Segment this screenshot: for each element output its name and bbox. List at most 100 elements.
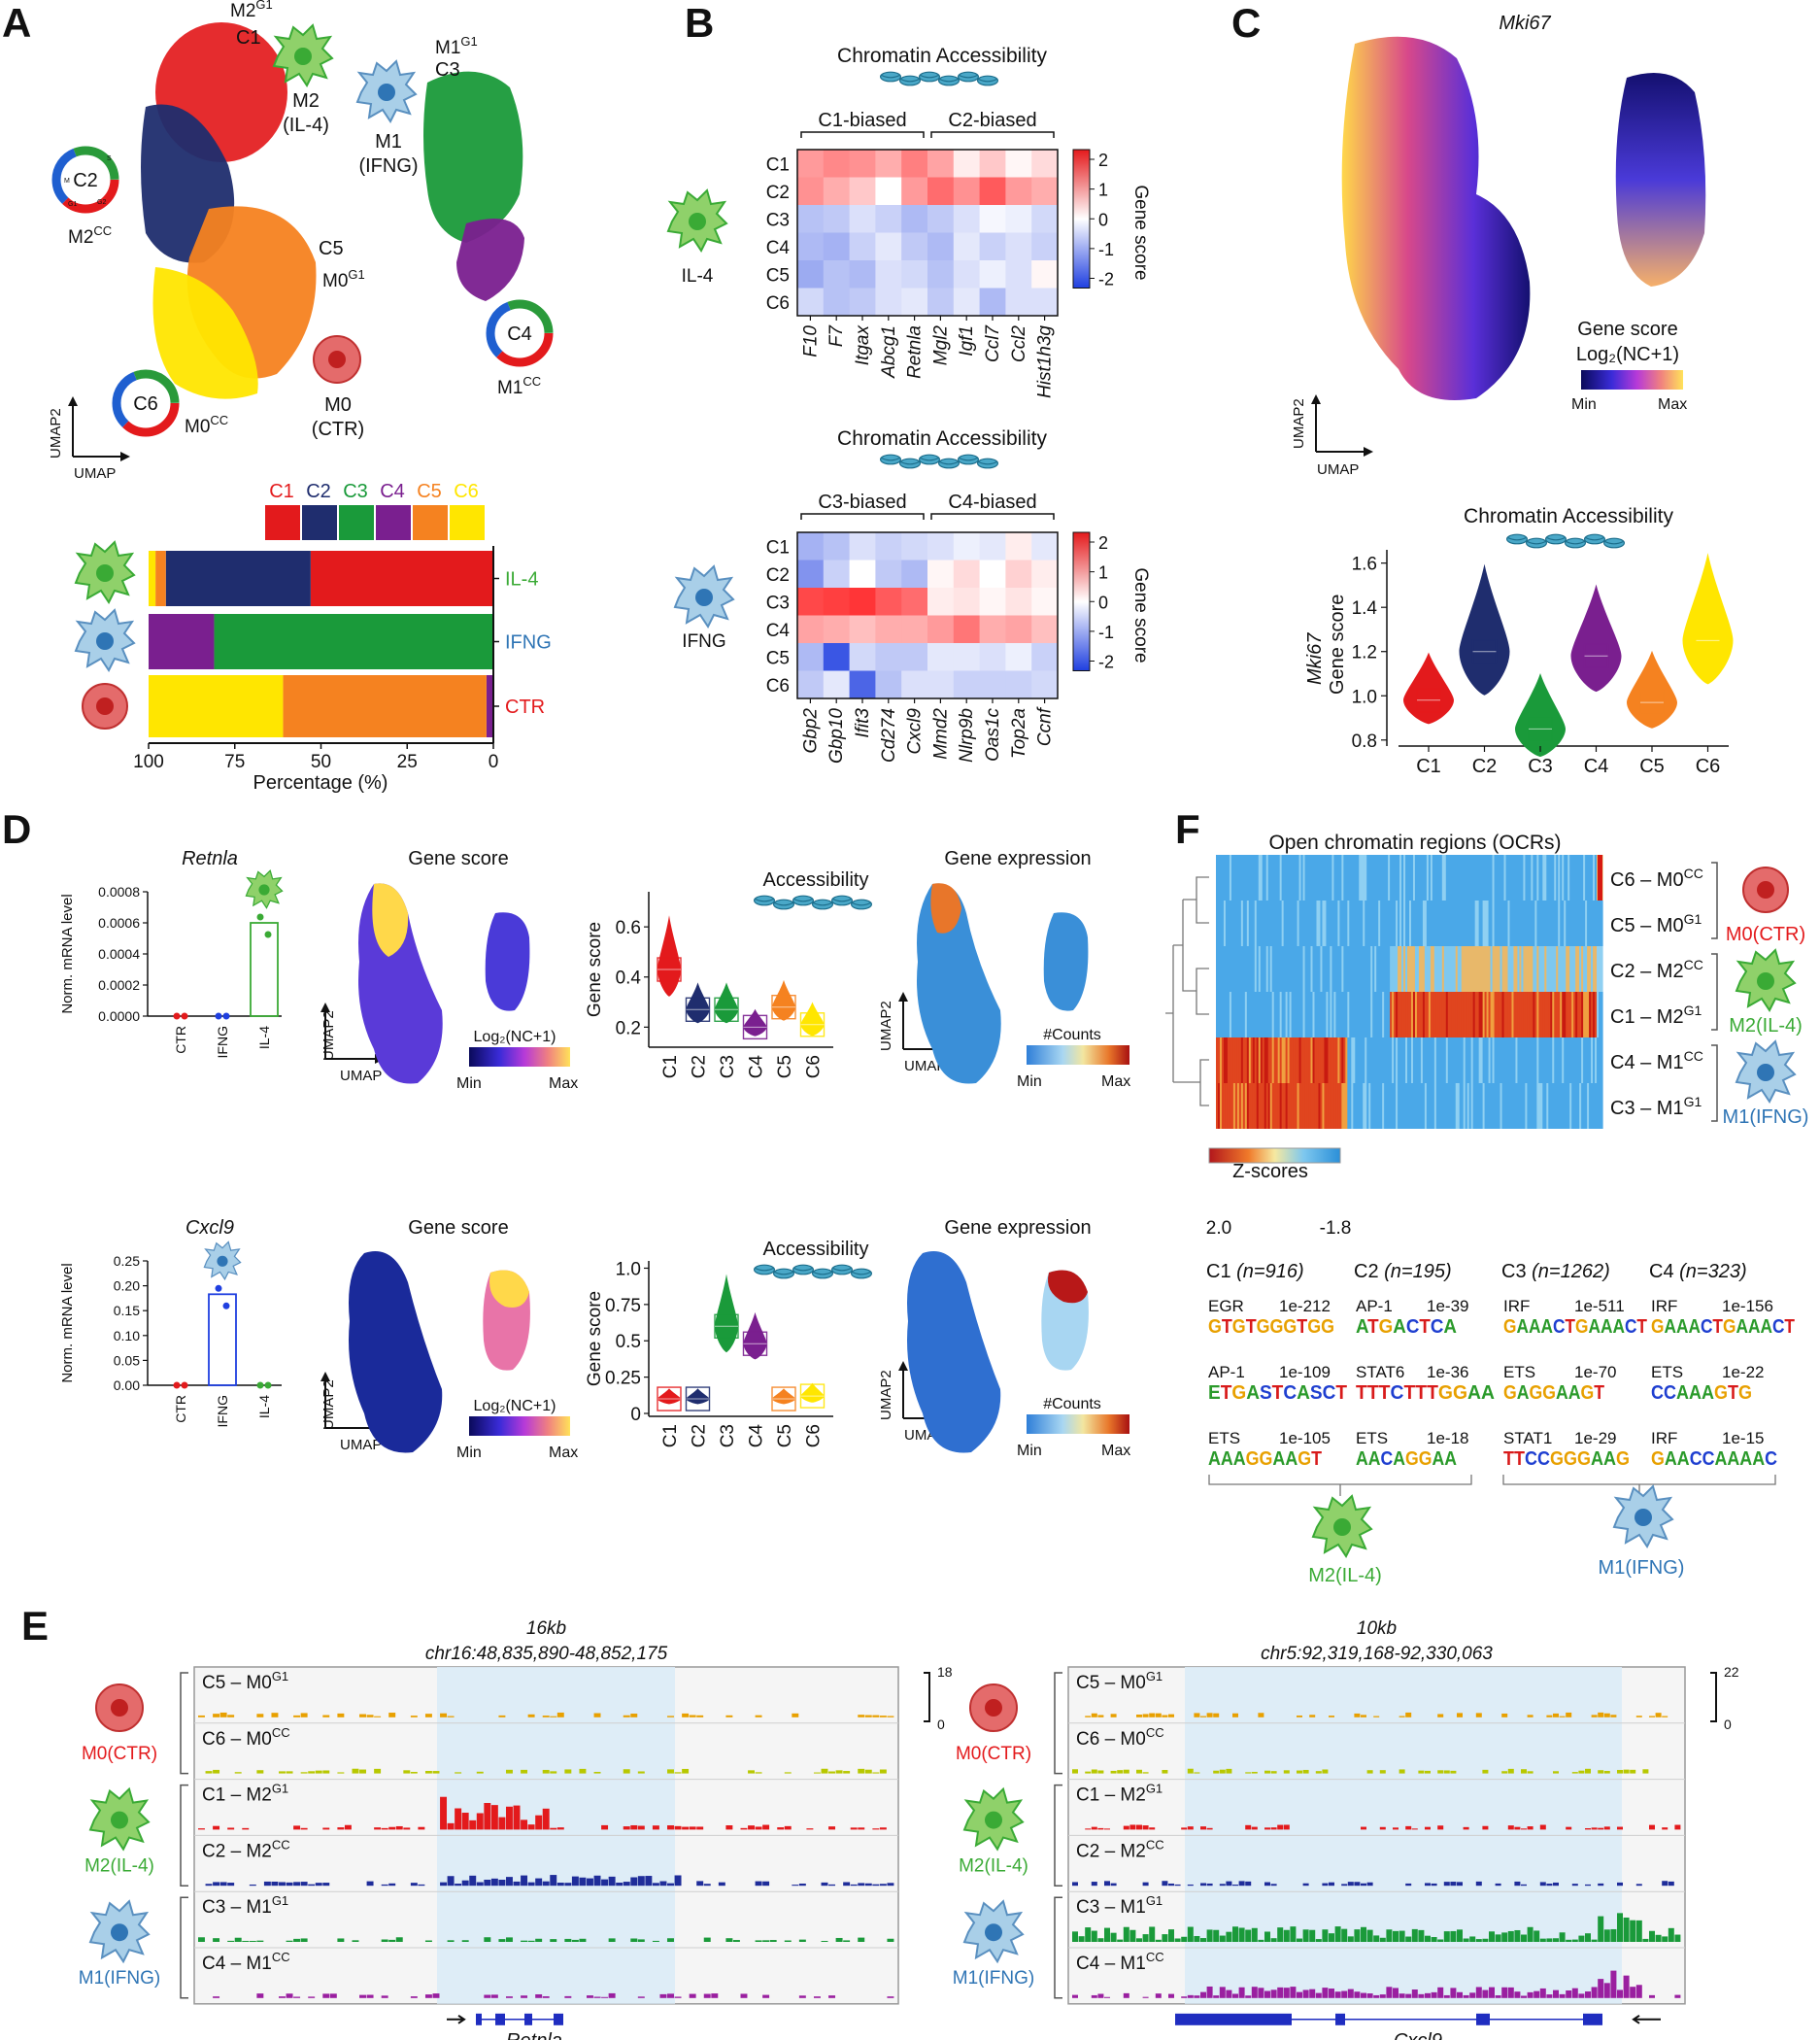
heatmap-cell [849,615,876,644]
panel-d: D Retnla 0.0008 0.0006 0.0004 0.0002 0.0000 No… [2,806,1130,1461]
track-signal-eRight-4 [1072,1913,1681,1942]
track-signal-eRight-1 [1072,1768,1649,1774]
heatmap-col-label-ifit3: Ifit3 [853,708,873,738]
cell-label-m1-cond: (IFNG) [358,155,418,177]
motif-pval-3-1: 1e-22 [1722,1363,1764,1381]
heatmap-cell [927,670,955,699]
heatmap-group-0: C1-biased [818,110,906,131]
heatmap-cell [953,615,981,644]
motif-logo-1-0: ATGACTCA [1356,1316,1457,1338]
heatmap-cell [797,232,825,261]
mrna-yticklabel-0-4: 0.0000 [98,1008,140,1024]
track-label-eLeft-0: C5 – M0G1 [202,1669,288,1693]
legend-label-c6: C6 [454,481,479,502]
motif-m2-icon [1311,1494,1373,1558]
heatmap-cell [1031,288,1059,317]
heatmap-cell [823,232,851,261]
svg-text:S: S [107,155,112,162]
heatmap-cell [901,643,928,671]
mrna-yticklabel-1-1: 0.20 [114,1278,140,1294]
mrna-ylabel-0: Norm. mRNA level [59,894,76,1013]
heatmap-cell [849,232,876,261]
heatmap-cell [1031,260,1059,289]
gene-name-eLeft: Retnla [506,2030,562,2040]
heatmap-cell [901,177,928,206]
gene-exon [554,2013,563,2025]
heatmap-cell [1005,532,1032,561]
bar-ctr-c5 [283,675,487,737]
track-bracket-0 [1054,1672,1062,1775]
heatmap-cell [823,643,851,671]
mrna-point [222,1302,230,1309]
heatmap-cell [797,205,825,233]
heatmap-cell [1031,670,1059,699]
composition-bar-chart: IL-4 IFNG CTR 100 75 50 25 0 Percentage (%) [133,546,552,794]
heatmap-row-label-c5: C5 [766,648,790,668]
mki67-cb-title: Gene score [1577,319,1677,340]
bar-x-title: Percentage (%) [253,772,388,794]
umap-axes-d-0 [324,1006,381,1060]
track-signal-eRight-5 [1072,1970,1681,1998]
panel-label-e: E [21,1603,49,1649]
track-signal-eRight-3 [1072,1881,1674,1887]
heatmap-cell [979,260,1006,289]
track-signal-eLeft-4 [198,1937,894,1942]
track-cell-icon-eRight-0 [969,1683,1018,1732]
heatmap-row-label-c6: C6 [766,293,790,314]
tag-c5-name: C5 [319,238,344,259]
acc-violin-1-c5 [772,1388,795,1405]
motif-name-3-0: IRF [1651,1297,1677,1315]
ge-cb-title-1: #Counts [1043,1396,1101,1412]
heatmap-col-label-igf1: Igf1 [957,325,977,357]
heatmap-col-label-gbp10: Gbp10 [826,708,847,764]
track-signal-eRight-0 [1085,1712,1668,1717]
mrna-point [181,1381,188,1389]
heatmap-cell [823,288,851,317]
heatmap-cell [979,232,1006,261]
track-coord-eRight: chr5:92,319,168-92,330,063 [1261,1644,1493,1664]
track-signal-eLeft-2 [198,1796,887,1830]
motif-pval-0-0: 1e-212 [1279,1297,1331,1315]
heatmap-cell [901,232,928,261]
gene-title-0: Retnla [182,848,238,869]
violin-c-yticklabel-3: 1.4 [1352,598,1378,619]
bar-row-label-2: CTR [505,697,545,718]
gene-score-title-0: Gene score [408,848,508,869]
acc-xlabel-0-c5: C5 [775,1055,795,1078]
violin-c-xlabel-c3: C3 [1528,756,1553,777]
ge-colorbar-0 [1027,1045,1129,1065]
heatmap-col-label-cxcl9: Cxcl9 [905,708,926,755]
legend-label-c4: C4 [380,481,405,502]
track-signal-eRight-2 [1085,1824,1681,1830]
track-scale-top-eRight: 22 [1724,1664,1739,1680]
svg-text:M: M [64,178,70,185]
mrna-point [215,1012,222,1020]
acc-ylabel-0: Gene score [585,922,605,1017]
motif-pval-3-0: 1e-156 [1722,1297,1773,1315]
heatmap-cell [797,643,825,671]
heatmap-cell [901,150,928,178]
violin-c-xlabel-c1: C1 [1416,756,1441,777]
heatmap-cell [1031,643,1059,671]
legend-swatch-c3 [339,505,374,540]
ocr-bracket-2 [1711,1044,1718,1122]
heatmap-col-label-top2a: Top2a [1009,708,1029,759]
umap-a [141,22,524,399]
acc-xlabel-1-c4: C4 [747,1424,767,1448]
heatmap-cell [927,288,955,317]
acc-violin-1-c4 [743,1311,767,1360]
heatmap-cell [797,670,825,699]
acc-xlabel-1-c5: C5 [775,1424,795,1447]
motif-col-header-2: C3 (n=1262) [1501,1261,1610,1282]
motif-m1-icon [1612,1484,1674,1548]
heatmap-cell [797,532,825,561]
bar-il-4-c1 [310,551,493,606]
heatmap-group-bracket-0 [800,513,925,520]
heatmap-ifng-genes: C3-biased C4-biased C1 C2 C3 C4 C5 C6 Gbp2 Gbp10 I… [766,492,1151,764]
mrna-ylabel-1: Norm. mRNA level [59,1263,76,1382]
il4-cell-icon-small [245,868,284,909]
gene-score-title-1: Gene score [408,1217,508,1239]
tag-c3-name: C3 [435,59,460,81]
heatmap-cell [1031,177,1059,206]
heatmap-colorbar [1072,149,1091,289]
